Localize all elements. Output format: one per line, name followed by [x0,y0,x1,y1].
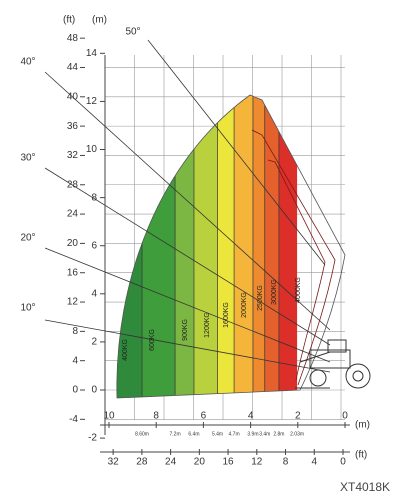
left-ft-tick-label: 20 [67,238,79,249]
load-zone [278,95,298,398]
distance-label: 2.8m [273,431,284,437]
angle-label: 20° [20,233,35,244]
bottom-m-tick-label: 8 [153,411,159,422]
bottom-m-tick-label: 10 [103,411,115,422]
left-ft-tick-label: 32 [67,150,79,161]
left-m-tick-label: 0 [91,385,97,396]
bottom-m-tick-label: 0 [342,411,348,422]
distance-label: 6.4m [188,431,199,437]
load-label: 400KG [122,339,129,361]
left-ft-tick-label: 36 [67,121,79,132]
left-m-tick-label: 6 [91,240,97,251]
angle-line [44,167,331,346]
load-zone [193,95,218,398]
bottom-ft-tick-label: 24 [165,457,177,468]
load-label: 4000KG [295,277,302,303]
bottom-ft-tick-label: 32 [108,457,120,468]
model-name: XT4018K [340,480,390,494]
load-zone [264,95,279,398]
load-label: 1200KG [204,312,211,338]
load-zone [252,95,265,398]
load-zone [234,95,253,398]
distance-label: 4.7m [229,431,240,437]
bottom-ft-tick-label: 20 [194,457,206,468]
bottom-ft-unit: (ft) [355,450,367,461]
left-ft-tick-label: 24 [67,209,79,220]
load-label: 2000KG [241,292,248,318]
left-ft-tick-label: -4 [69,414,78,425]
angle-label: 10° [20,303,35,314]
bottom-ft-tick-label: 12 [251,457,263,468]
load-label: 600KG [149,329,156,351]
bottom-ft-tick-label: 0 [340,457,346,468]
angle-line [44,71,331,331]
left-ft-unit: (ft) [63,15,75,26]
left-ft-tick-label: 48 [67,33,79,44]
distance-label: 7.2m [170,431,181,437]
left-ft-tick-label: 12 [67,297,79,308]
angle-label: 30° [20,153,35,164]
left-m-tick-label: 8 [91,192,97,203]
angle-line [44,247,331,363]
load-label: 2500KG [257,285,264,311]
bottom-ft-tick-label: 8 [283,457,289,468]
angle-label: 40° [20,57,35,68]
left-ft-tick-label: 16 [67,267,79,278]
machine [295,339,371,389]
bottom-ft-tick-label: 4 [311,457,317,468]
angle-line [44,319,331,373]
load-label: 3000KG [271,279,278,305]
load-zone [175,95,194,398]
left-ft-tick-label: 4 [72,355,78,366]
left-m-tick-label: 4 [91,288,97,299]
angle-line [147,39,326,266]
distance-label: 8.60m [135,431,149,437]
bottom-m-tick-label: 6 [201,411,207,422]
angle-label: 50° [125,27,140,38]
left-m-unit: (m) [92,15,107,26]
distance-label: 5.4m [212,431,223,437]
distance-label: 2.03m [290,431,304,437]
left-m-tick-label: -2 [88,433,97,444]
load-label: 1600KG [223,302,230,328]
bottom-m-tick-label: 2 [295,411,301,422]
left-ft-tick-label: 44 [67,62,79,73]
distance-label: 3.4m [259,431,270,437]
bottom-ft-tick-label: 28 [136,457,148,468]
left-ft-tick-label: 8 [72,326,78,337]
load-zones [116,95,298,398]
bottom-m-unit: (m) [355,420,370,431]
left-m-tick-label: 2 [91,337,97,348]
left-ft-tick-label: 0 [72,385,78,396]
left-m-tick-label: 12 [86,96,98,107]
distance-label: 3.9m [247,431,258,437]
bottom-m-tick-label: 4 [248,411,254,422]
left-ft-tick-label: 28 [67,179,79,190]
load-label: 900KG [182,319,189,341]
left-ft-tick-label: 40 [67,91,79,102]
left-m-tick-label: 10 [86,144,98,155]
bottom-ft-tick-label: 16 [223,457,235,468]
angle-lines [44,39,331,373]
left-m-tick-label: 14 [86,48,98,59]
